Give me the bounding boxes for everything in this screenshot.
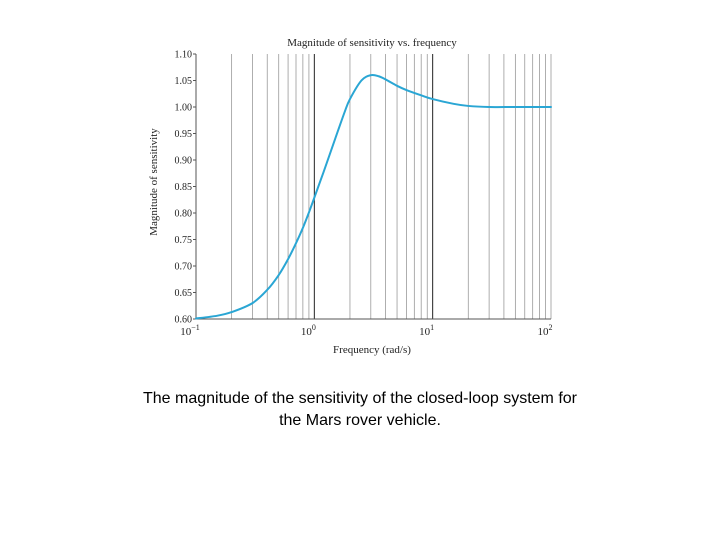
x-tick-label: 101 — [419, 323, 434, 338]
y-tick-label: 0.60 — [175, 315, 193, 326]
plot-area-background — [196, 54, 551, 319]
y-tick-label: 0.85 — [175, 182, 193, 193]
sensitivity-chart: 0.60 0.65 0.70 0.75 0.80 0.85 0.90 0.95 1.00 1.05… — [148, 37, 553, 356]
y-tick-label: 0.90 — [175, 156, 193, 167]
x-axis-label: Frequency (rad/s) — [333, 344, 411, 356]
x-tick-label: 102 — [538, 323, 553, 338]
caption-line-1: The magnitude of the sensitivity of the … — [143, 390, 577, 407]
x-tick-label: 100 — [301, 323, 316, 338]
chart-title: Magnitude of sensitivity vs. frequency — [287, 37, 457, 49]
y-axis-label: Magnitude of sensitivity — [148, 128, 160, 236]
series-layer — [195, 73, 552, 320]
y-tick-label: 0.80 — [175, 209, 193, 220]
caption-line-2: the Mars rover vehicle. — [279, 412, 441, 429]
y-tick-label: 1.05 — [175, 76, 193, 87]
grid-lines — [231, 54, 552, 319]
x-tick-label: 10−1 — [180, 323, 200, 338]
y-tick-label: 0.95 — [175, 129, 193, 140]
y-tick-label: 1.10 — [175, 50, 193, 61]
y-tick-label: 1.00 — [175, 103, 193, 114]
x-tick-labels: 10−1 100 101 102 — [180, 323, 552, 338]
figure-caption: The magnitude of the sensitivity of the … — [0, 388, 720, 432]
y-tick-label: 0.65 — [175, 288, 193, 299]
sensitivity-curve — [195, 73, 552, 320]
y-tick-label: 0.75 — [175, 235, 193, 246]
y-tick-label: 0.70 — [175, 262, 193, 273]
y-tick-labels: 0.60 0.65 0.70 0.75 0.80 0.85 0.90 0.95 1.00 1.05… — [175, 50, 196, 326]
